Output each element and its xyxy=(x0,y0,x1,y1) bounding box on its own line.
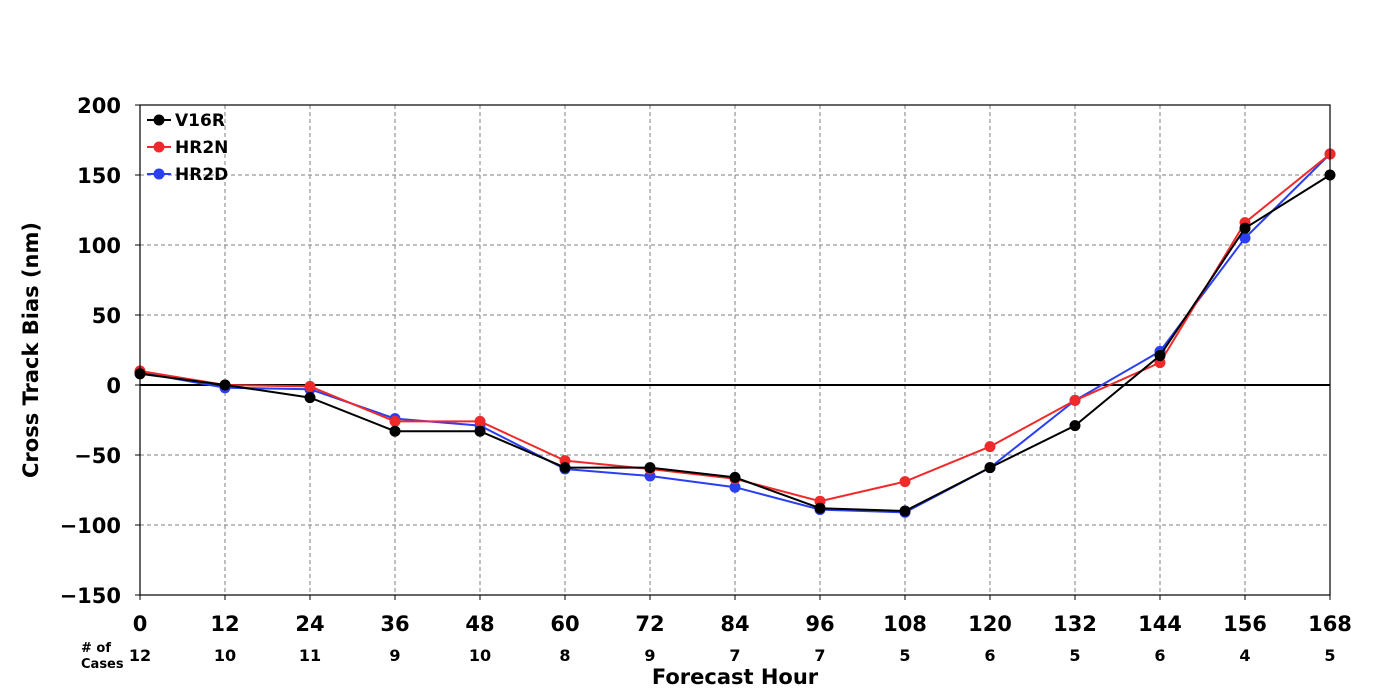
data-point-v16r xyxy=(1154,350,1166,362)
x-tick-label: 120 xyxy=(968,612,1012,636)
data-point-hr2d xyxy=(729,481,741,493)
y-tick-label: 150 xyxy=(77,164,121,188)
data-point-v16r xyxy=(644,462,656,474)
data-point-v16r xyxy=(729,471,741,483)
data-point-v16r xyxy=(984,462,996,474)
cases-count: 8 xyxy=(559,646,570,665)
data-point-v16r xyxy=(474,425,486,437)
legend-label-hr2n: HR2N xyxy=(175,138,228,158)
cases-count: 10 xyxy=(214,646,236,665)
cases-label-line-1: # of xyxy=(81,641,111,656)
x-tick-label: 0 xyxy=(133,612,148,636)
data-point-hr2n xyxy=(474,415,486,427)
x-tick-label: 36 xyxy=(380,612,409,636)
data-point-v16r xyxy=(219,379,231,391)
cases-label-line-2: Cases xyxy=(81,657,124,672)
data-point-v16r xyxy=(1239,222,1251,234)
legend-marker-v16r xyxy=(153,114,165,126)
data-point-hr2n xyxy=(1069,394,1081,406)
data-point-v16r xyxy=(1069,420,1081,432)
cases-count: 9 xyxy=(644,646,655,665)
data-point-v16r xyxy=(304,392,316,404)
cases-count: 5 xyxy=(1324,646,1335,665)
cases-count: 11 xyxy=(299,646,321,665)
tick-layer: 0 12 24 36 48 60 72 84 96 108 120 132 144 156 168 −150 −… xyxy=(60,94,1352,636)
x-tick-label: 168 xyxy=(1308,612,1352,636)
legend-marker-hr2n xyxy=(153,141,165,153)
x-tick-label: 108 xyxy=(883,612,927,636)
grid-layer xyxy=(140,105,1330,595)
x-tick-label: 156 xyxy=(1223,612,1267,636)
cases-count: 4 xyxy=(1239,646,1250,665)
data-point-hr2d xyxy=(1239,232,1251,244)
cases-count: 12 xyxy=(129,646,151,665)
legend-label-hr2d: HR2D xyxy=(175,165,228,185)
cases-count: 5 xyxy=(899,646,910,665)
series-layer xyxy=(134,148,1336,518)
data-point-v16r xyxy=(899,505,911,517)
cases-layer: # of Cases 12 10 11 9 10 8 9 7 7 5 6 5 6 4 5 xyxy=(81,641,1336,672)
x-tick-label: 84 xyxy=(720,612,749,636)
data-point-v16r xyxy=(814,502,826,514)
legend-marker-hr2d xyxy=(153,168,165,180)
cases-count: 9 xyxy=(389,646,400,665)
y-tick-label: −150 xyxy=(60,584,121,608)
cases-count: 6 xyxy=(984,646,995,665)
x-tick-label: 72 xyxy=(635,612,664,636)
cases-count: 7 xyxy=(729,646,740,665)
x-axis-title: Forecast Hour xyxy=(652,665,819,689)
y-tick-label: 100 xyxy=(77,234,121,258)
x-tick-label: 48 xyxy=(465,612,494,636)
x-tick-label: 144 xyxy=(1138,612,1182,636)
x-tick-label: 132 xyxy=(1053,612,1097,636)
cases-count: 6 xyxy=(1154,646,1165,665)
cases-count: 5 xyxy=(1069,646,1080,665)
cases-count: 10 xyxy=(469,646,491,665)
x-tick-label: 60 xyxy=(550,612,579,636)
x-tick-label: 96 xyxy=(805,612,834,636)
series-hr2n xyxy=(134,148,1336,507)
y-tick-label: 0 xyxy=(106,374,121,398)
x-tick-label: 12 xyxy=(210,612,239,636)
y-tick-label: −100 xyxy=(60,514,121,538)
data-point-v16r xyxy=(559,462,571,474)
legend: V16R HR2N HR2D xyxy=(147,111,228,185)
series-v16r xyxy=(134,169,1336,517)
legend-label-v16r: V16R xyxy=(175,111,225,131)
y-tick-label: 50 xyxy=(92,304,121,328)
y-tick-label: 200 xyxy=(77,94,121,118)
y-tick-label: −50 xyxy=(74,444,121,468)
data-point-hr2n xyxy=(899,476,911,488)
data-point-hr2n xyxy=(304,380,316,392)
cases-count: 7 xyxy=(814,646,825,665)
data-point-hr2n xyxy=(389,415,401,427)
y-axis-title: Cross Track Bias (nm) xyxy=(19,222,43,478)
x-tick-label: 24 xyxy=(295,612,324,636)
data-point-hr2n xyxy=(984,441,996,453)
data-point-v16r xyxy=(389,425,401,437)
